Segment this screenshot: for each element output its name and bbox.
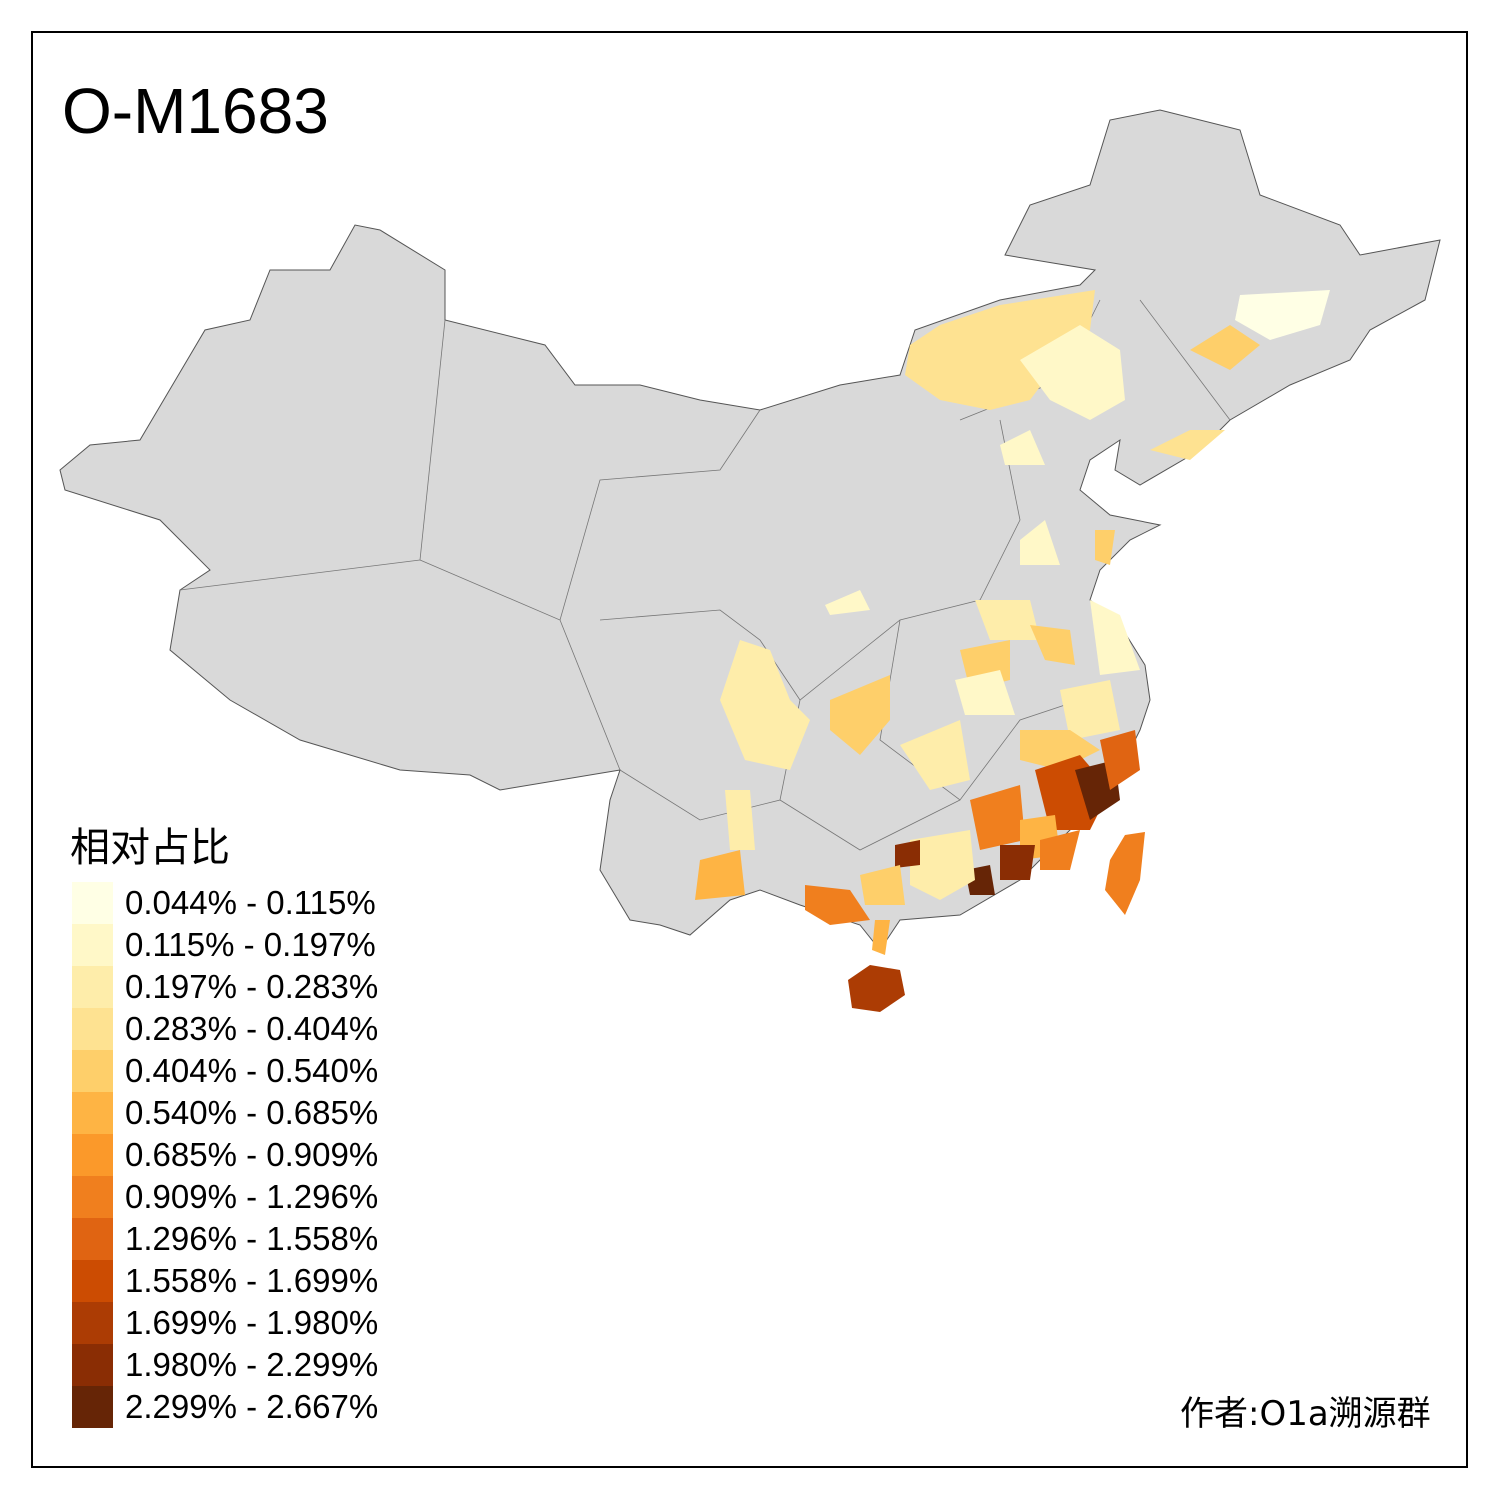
region	[1000, 845, 1035, 880]
legend-item: 0.197% - 0.283%	[72, 966, 378, 1008]
region	[720, 640, 810, 770]
legend-label: 0.685% - 0.909%	[125, 1136, 379, 1173]
legend-item: 1.980% - 2.299%	[72, 1344, 378, 1386]
region	[1190, 325, 1260, 370]
region	[1100, 730, 1140, 790]
legend-label: 0.115% - 0.197%	[125, 926, 376, 963]
map-title: O-M1683	[62, 75, 329, 147]
legend-swatch	[72, 966, 113, 1008]
legend-label: 0.909% - 1.296%	[125, 1178, 379, 1215]
region	[860, 865, 905, 905]
legend-item: 2.299% - 2.667%	[72, 1386, 378, 1428]
legend-item: 0.283% - 0.404%	[72, 1008, 378, 1050]
region	[910, 830, 975, 900]
region	[975, 600, 1040, 640]
region	[1020, 520, 1060, 565]
legend-swatch	[72, 1008, 113, 1050]
legend: 0.044% - 0.115% 0.115% - 0.197% 0.197% - 0…	[72, 882, 378, 1428]
region	[848, 965, 905, 1012]
legend-title: 相对占比	[70, 825, 230, 871]
region	[825, 590, 870, 615]
legend-swatch	[72, 1344, 113, 1386]
colored-regions	[695, 290, 1330, 1012]
map-frame	[31, 31, 1468, 1468]
region	[872, 920, 890, 955]
legend-item: 1.296% - 1.558%	[72, 1218, 378, 1260]
legend-label: 0.540% - 0.685%	[125, 1094, 379, 1131]
legend-label: 0.404% - 0.540%	[125, 1052, 379, 1089]
legend-label: 0.283% - 0.404%	[125, 1010, 379, 1047]
region	[830, 675, 890, 755]
region	[895, 840, 920, 868]
legend-swatch	[72, 1134, 113, 1176]
legend-label: 2.299% - 2.667%	[125, 1388, 379, 1425]
legend-swatch	[72, 1302, 113, 1344]
legend-item: 0.115% - 0.197%	[72, 924, 378, 966]
legend-item: 1.699% - 1.980%	[72, 1302, 378, 1344]
region	[1040, 830, 1080, 870]
region	[900, 720, 970, 790]
region	[905, 290, 1095, 410]
region	[1030, 625, 1075, 665]
region	[1090, 600, 1140, 675]
legend-swatch	[72, 1386, 113, 1428]
legend-swatch	[72, 882, 113, 924]
legend-label: 1.699% - 1.980%	[125, 1304, 379, 1341]
author-credit: 作者:O1a溯源群	[1180, 1394, 1431, 1434]
legend-label: 0.197% - 0.283%	[125, 968, 379, 1005]
legend-label: 1.296% - 1.558%	[125, 1220, 379, 1257]
legend-item: 0.044% - 0.115%	[72, 882, 378, 924]
region	[970, 785, 1025, 850]
legend-label: 1.980% - 2.299%	[125, 1346, 379, 1383]
region	[1235, 290, 1330, 340]
region	[1105, 832, 1145, 915]
region	[1020, 325, 1125, 420]
region	[955, 670, 1015, 715]
region	[725, 790, 755, 850]
legend-item: 0.685% - 0.909%	[72, 1134, 378, 1176]
mainland-no-data	[59, 109, 1441, 951]
legend-item: 1.558% - 1.699%	[72, 1260, 378, 1302]
legend-item: 0.909% - 1.296%	[72, 1176, 378, 1218]
region	[805, 885, 870, 925]
legend-swatch	[72, 1260, 113, 1302]
legend-swatch	[72, 924, 113, 966]
legend-swatch	[72, 1218, 113, 1260]
legend-item: 0.404% - 0.540%	[72, 1050, 378, 1092]
region	[1150, 430, 1225, 460]
legend-swatch	[72, 1176, 113, 1218]
region	[1000, 430, 1045, 465]
legend-label: 0.044% - 0.115%	[125, 884, 376, 921]
region	[1095, 530, 1115, 565]
region	[695, 850, 745, 900]
legend-item: 0.540% - 0.685%	[72, 1092, 378, 1134]
legend-swatch	[72, 1050, 113, 1092]
legend-swatch	[72, 1092, 113, 1134]
legend-label: 1.558% - 1.699%	[125, 1262, 379, 1299]
region	[1060, 680, 1120, 740]
